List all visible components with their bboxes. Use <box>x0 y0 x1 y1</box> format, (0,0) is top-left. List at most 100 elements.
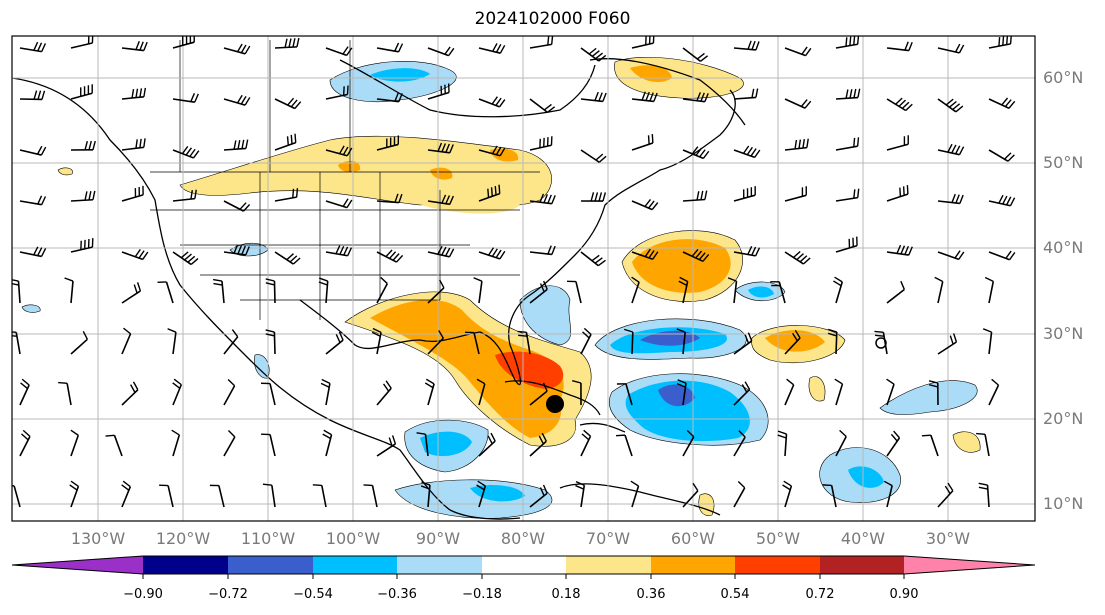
wind-barb <box>376 380 392 406</box>
lon-label-40w: 40°W <box>840 529 886 548</box>
wind-barb <box>566 280 582 304</box>
wind-barb <box>19 145 47 156</box>
wind-barb <box>682 482 699 508</box>
colorbar-tick-label: 0.72 <box>805 587 835 602</box>
wind-barb <box>172 378 183 406</box>
storm-center-marker <box>546 395 564 413</box>
wind-barb <box>69 480 80 508</box>
wind-barb <box>682 92 709 103</box>
wind-barb <box>937 193 964 205</box>
wind-barb <box>312 484 327 508</box>
wind-barb <box>223 139 249 151</box>
wind-barb <box>529 382 548 406</box>
colorbar-segment <box>397 556 482 574</box>
wind-barb <box>835 88 861 100</box>
wind-barb <box>616 383 633 406</box>
wind-barb <box>984 276 995 304</box>
wind-barb <box>70 238 94 253</box>
wind-barb <box>70 330 88 355</box>
wind-barb <box>64 277 74 304</box>
wind-barb <box>12 279 21 304</box>
colorbar-segment <box>228 556 313 574</box>
wind-barb <box>427 279 445 304</box>
wind-barb <box>988 149 1015 162</box>
lon-label-30w: 30°W <box>925 529 971 548</box>
wind-barb <box>782 480 793 508</box>
lon-label-60w: 60°W <box>670 529 716 548</box>
wind-barb <box>121 327 132 355</box>
wind-barb <box>325 46 353 57</box>
colorbar-segment <box>820 556 904 574</box>
wind-barb <box>682 190 708 202</box>
wind-barb <box>623 328 634 355</box>
wind-barb <box>19 246 47 258</box>
wind-barb <box>976 432 990 457</box>
wind-barb <box>580 251 606 267</box>
wind-barb <box>937 143 965 156</box>
colorbar-segment <box>482 556 566 574</box>
colorbar-tick-label: 0.18 <box>551 587 581 602</box>
wind-barb <box>676 328 686 355</box>
lat-label-10n: 10°N <box>1043 494 1084 513</box>
colorbar-tick-label: −0.18 <box>462 587 502 602</box>
wind-barb <box>427 83 450 100</box>
wind-barb <box>682 430 695 457</box>
colorbar-segment <box>143 556 228 574</box>
wind-barb <box>427 194 455 206</box>
lat-label-50n: 50°N <box>1043 153 1084 172</box>
wind-barb <box>733 481 746 508</box>
wind-barb <box>733 246 761 257</box>
wind-barb <box>262 483 276 508</box>
wind-barb <box>886 185 909 202</box>
map-frame <box>11 35 1036 522</box>
colorbar-tick-label: 0.54 <box>720 587 750 602</box>
wind-barb <box>212 278 225 304</box>
wind-barb <box>733 186 756 202</box>
colorbar-tick-label: −0.36 <box>377 587 417 602</box>
wind-barb <box>978 482 990 508</box>
lon-label-90w: 90°W <box>415 529 461 548</box>
wind-barb <box>70 84 93 100</box>
wind-barb <box>733 381 751 406</box>
wind-barb <box>427 142 454 154</box>
wind-barb <box>476 378 486 406</box>
wind-barb <box>529 193 556 205</box>
wind-barb <box>223 329 239 355</box>
wind-barb <box>529 245 556 256</box>
wind-barb <box>325 331 344 355</box>
wind-barb <box>464 331 480 355</box>
wind-barb <box>171 429 181 457</box>
wind-barb <box>274 251 301 265</box>
wind-barb <box>70 429 80 457</box>
wind-barb <box>478 96 506 108</box>
wind-barb <box>682 47 709 62</box>
colorbar-segment <box>651 556 735 574</box>
wind-barb <box>886 378 895 406</box>
wind-barb <box>988 194 1016 207</box>
wind-barb <box>121 40 148 52</box>
wind-barb <box>988 250 1016 261</box>
lon-label-50w: 50°W <box>755 529 801 548</box>
wind-barb <box>727 277 738 304</box>
wind-barb <box>265 329 276 355</box>
wind-barb <box>159 484 174 508</box>
wind-barb <box>274 97 302 110</box>
colorbar-tick-label: −0.90 <box>123 587 163 602</box>
lon-label-120w: 120°W <box>155 529 211 548</box>
wind-barb <box>770 281 786 304</box>
wind-barb <box>784 329 801 355</box>
wind-barb <box>529 98 556 113</box>
lon-label-100w: 100°W <box>325 529 381 548</box>
lat-label-20n: 20°N <box>1043 409 1084 428</box>
wind-barb <box>988 97 1016 109</box>
wind-barb <box>883 480 893 508</box>
wind-barb <box>121 381 139 406</box>
colorbar-tick-label: −0.72 <box>208 587 248 602</box>
wind-barb <box>631 91 658 103</box>
wind-barb <box>325 245 353 257</box>
wind-barb <box>172 189 197 202</box>
colorbar-segment <box>904 556 1035 574</box>
wind-barb <box>261 382 276 406</box>
wind-barb <box>121 87 147 100</box>
